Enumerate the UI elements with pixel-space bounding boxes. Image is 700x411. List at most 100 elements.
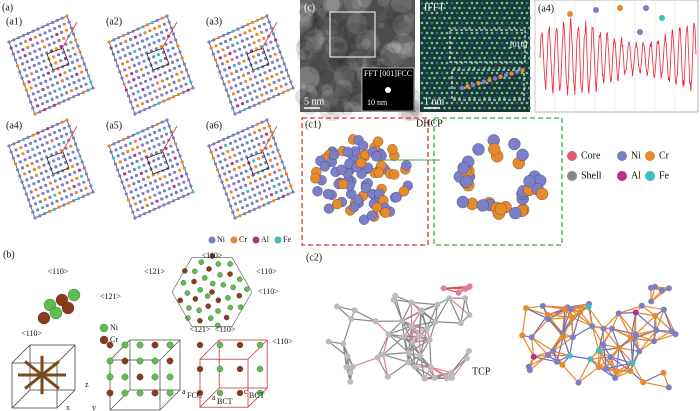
atom (118, 160, 122, 164)
atom (121, 137, 126, 142)
tem-noise (311, 8, 334, 32)
ifft-dot (438, 6, 441, 10)
atom-row (476, 81, 481, 86)
bond (419, 339, 431, 356)
atom (165, 91, 169, 95)
atom (60, 183, 64, 187)
atom (209, 46, 213, 50)
atom (253, 193, 257, 197)
atom (256, 157, 261, 161)
cube-edge (199, 339, 220, 360)
ifft-dot (513, 66, 516, 70)
atom (127, 66, 132, 70)
atom (65, 14, 69, 18)
atom (91, 190, 95, 194)
ifft-dot (498, 86, 501, 90)
atom (68, 54, 72, 58)
atom (14, 44, 18, 48)
atom (234, 69, 239, 74)
atom (20, 76, 24, 80)
atom (196, 365, 204, 373)
atom (246, 85, 250, 89)
bond (388, 320, 403, 335)
atom (140, 39, 144, 43)
atom (125, 74, 129, 78)
atom (166, 389, 174, 397)
legend-marker (567, 151, 577, 161)
ifft-dot (470, 41, 474, 45)
atom (153, 179, 157, 183)
atom (68, 172, 72, 177)
shell-box (433, 117, 563, 246)
tem-noise (357, 0, 373, 8)
tem-noise (292, 14, 312, 33)
ifft-dot (448, 6, 451, 10)
bond (418, 336, 421, 356)
atom (113, 58, 118, 62)
atom (225, 295, 231, 301)
ifft-dot (455, 1, 459, 5)
atom (196, 307, 202, 314)
atom (68, 68, 72, 73)
atom (32, 167, 36, 172)
atom (65, 195, 69, 199)
ifft-dot (438, 76, 441, 80)
atom (51, 187, 55, 191)
atom (332, 198, 343, 210)
ifft-dot (425, 41, 429, 45)
atom (176, 196, 181, 201)
atom (46, 175, 50, 179)
atom (16, 50, 20, 54)
ifft-dot (490, 51, 494, 55)
atom (560, 333, 567, 340)
atom (158, 191, 162, 195)
atom-row (498, 74, 503, 80)
bond (598, 366, 616, 379)
ifft-dot (455, 91, 459, 95)
atom (170, 164, 175, 168)
atom (405, 349, 412, 356)
atom (14, 148, 18, 152)
tem-noise (318, 95, 345, 122)
atom (219, 42, 223, 46)
atom (223, 172, 227, 176)
ifft-dot (508, 16, 511, 20)
atom (74, 190, 78, 195)
label: Ni (110, 323, 119, 332)
ifft-dot (478, 36, 481, 40)
atom (455, 289, 462, 296)
atom (20, 180, 24, 184)
atom (276, 92, 281, 97)
ifft-dot (510, 51, 514, 55)
bond (603, 328, 620, 349)
ifft-dot (513, 46, 516, 50)
atom (125, 178, 129, 182)
bond (450, 350, 470, 373)
ifft-dot (420, 61, 424, 65)
atom (360, 182, 371, 193)
atom (23, 158, 27, 162)
atom (276, 148, 280, 152)
atom (150, 124, 155, 129)
ifft-dot (503, 106, 506, 110)
atom (246, 23, 250, 27)
ifft-dot (448, 106, 451, 110)
atom (7, 144, 11, 148)
ifft-dot (423, 36, 426, 40)
atom (198, 259, 205, 265)
atom (52, 41, 56, 45)
ifft-dot (428, 76, 431, 80)
atom (51, 173, 55, 177)
cube-edge (247, 339, 268, 360)
ifft-dot (503, 96, 506, 100)
atom (155, 122, 159, 126)
atom (162, 126, 166, 130)
atom (62, 22, 66, 26)
atom (48, 195, 52, 199)
atom (24, 39, 28, 44)
atom (600, 341, 607, 348)
label: <110> (258, 287, 279, 296)
ifft-dot (488, 16, 491, 20)
atom (176, 148, 180, 152)
ifft-dot (438, 96, 441, 100)
